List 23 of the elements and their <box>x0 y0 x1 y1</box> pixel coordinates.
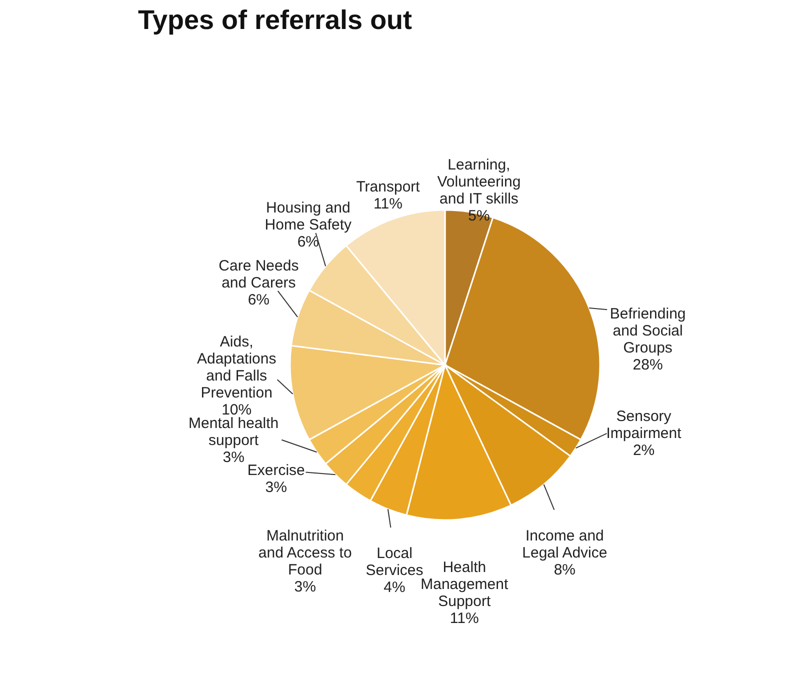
slice-label: Exercise <box>247 462 305 479</box>
data-label: 11% <box>450 610 479 628</box>
slice-label: Income and Legal Advice <box>522 527 608 562</box>
data-label: 6% <box>248 291 270 308</box>
slice-label: Transport <box>356 178 421 196</box>
slice-label: Malnutrition and Access to Food <box>258 527 352 578</box>
data-label: 2% <box>632 442 655 460</box>
data-label: 4% <box>384 579 406 596</box>
slice-label: Befriending and Social Groups <box>610 305 686 356</box>
slice-label: Housing and Home Safety <box>264 199 352 234</box>
data-label: 3% <box>294 578 316 596</box>
slice-label: Local Services <box>366 545 424 580</box>
chart-title: Types of referrals out <box>138 5 412 35</box>
slice-label: Sensory Impairment <box>606 408 682 442</box>
data-label: 6% <box>297 233 320 250</box>
slice-label: Care Needs and Carers <box>218 257 299 292</box>
slice-label: Learning, Volunteering and IT skills <box>437 156 521 208</box>
data-label: 11% <box>374 196 402 213</box>
data-label: 28% <box>632 356 663 374</box>
data-label: 3% <box>265 478 287 496</box>
data-label: 3% <box>222 449 244 466</box>
slice-label: Aids, Adaptations and Falls Prevention <box>196 333 276 402</box>
data-label: 8% <box>554 561 576 578</box>
